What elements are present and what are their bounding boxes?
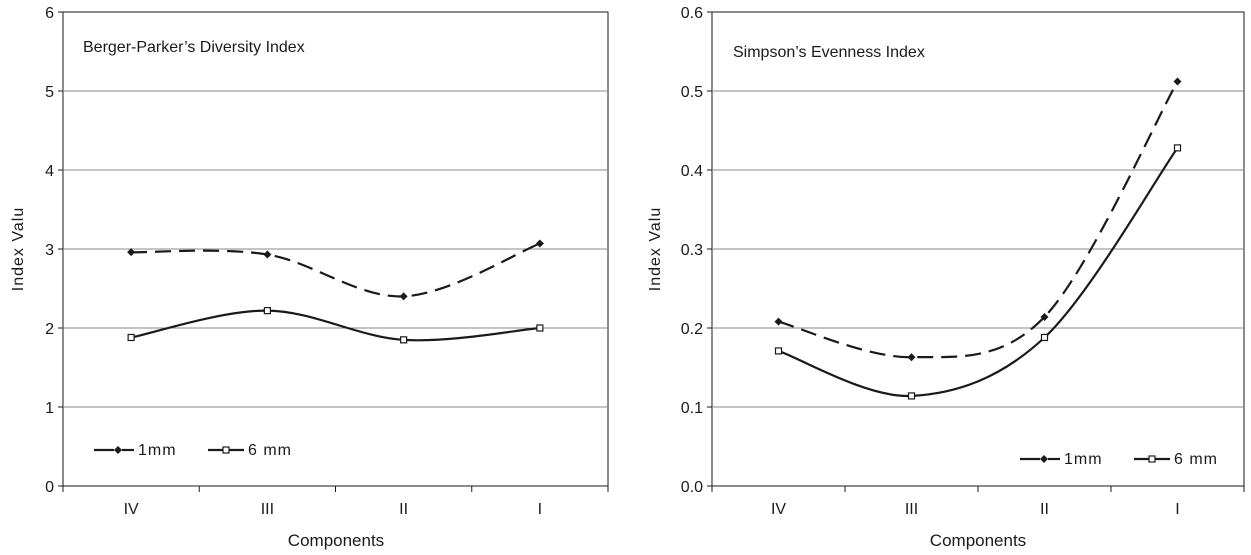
y-axis-label: Index Valu — [647, 207, 664, 291]
legend-diamond-marker — [114, 446, 122, 454]
x-axis-label: Components — [288, 531, 384, 550]
y-tick-labels: 0 1 2 3 4 5 6 — [45, 5, 54, 496]
x-tick-label: II — [1040, 501, 1049, 518]
legend-diamond-marker — [1040, 455, 1048, 463]
data-point-square — [536, 324, 544, 332]
gridlines — [707, 11, 1244, 487]
y-tick-label: 0 — [45, 479, 54, 496]
chart-title: Berger-Parker’s Diversity Index — [83, 39, 305, 56]
series-line-6mm — [130, 309, 540, 342]
data-point-diamond — [1040, 312, 1049, 321]
data-point-square — [263, 307, 271, 315]
series-line-1mm — [778, 80, 1179, 359]
legend-item-1mm: 1mm — [94, 442, 177, 459]
legend: 1mm 6 mm — [94, 442, 292, 459]
x-tick-labels: IV III II I — [771, 501, 1180, 518]
x-tick-label: III — [905, 501, 918, 518]
legend-square-marker — [222, 446, 230, 454]
y-tick-label: 4 — [45, 163, 54, 180]
y-tick-label: 3 — [45, 242, 54, 259]
legend-item-6mm: 6 mm — [1134, 451, 1218, 468]
y-tick-label: 0.0 — [681, 479, 703, 496]
data-point-diamond — [1173, 77, 1182, 86]
chart-title: Simpson’s Evenness Index — [733, 44, 925, 61]
y-tick-label: 0.4 — [681, 163, 703, 180]
y-axis-label: Index Valu — [10, 207, 27, 291]
data-point-diamond — [127, 248, 136, 257]
legend: 1mm 6 mm — [1020, 451, 1218, 468]
x-tick-label: III — [261, 501, 274, 518]
y-tick-label: 0.2 — [681, 321, 703, 338]
y-tick-labels: 0.0 0.1 0.2 0.3 0.4 0.5 0.6 — [681, 5, 703, 496]
y-tick-label: 5 — [45, 84, 54, 101]
legend-label-1mm: 1mm — [1064, 451, 1103, 468]
data-point-square — [1040, 333, 1049, 342]
data-point-diamond — [907, 353, 916, 362]
y-tick-label: 1 — [45, 400, 54, 417]
data-point-diamond — [263, 250, 272, 259]
y-tick-label: 6 — [45, 5, 54, 22]
x-tick-label: I — [1175, 501, 1179, 518]
data-point-diamond — [774, 317, 783, 326]
x-tick-label: IV — [124, 501, 139, 518]
data-point-square — [774, 347, 783, 355]
series-line-1mm — [131, 242, 541, 298]
data-point-square — [907, 392, 916, 400]
legend-square-marker — [1148, 455, 1156, 463]
x-tick-label: IV — [771, 501, 786, 518]
legend-label-6mm: 6 mm — [248, 442, 292, 459]
x-tick-marks — [711, 486, 1245, 492]
x-tick-label: I — [538, 501, 542, 518]
series-lines — [127, 239, 544, 344]
legend-label-6mm: 6 mm — [1174, 451, 1218, 468]
legend-label-1mm: 1mm — [138, 442, 177, 459]
data-point-diamond — [399, 292, 408, 301]
gridlines — [58, 11, 608, 487]
x-axis-label: Components — [930, 531, 1026, 550]
data-point-square — [400, 336, 408, 344]
x-tick-labels: IV III II I — [124, 501, 543, 518]
y-tick-label: 0.1 — [681, 400, 703, 417]
chart-simpson-evenness: 0.00.10.20.30.40.50.6 IV III II I Simpson’s… — [647, 5, 1245, 550]
y-tick-label: 0.5 — [681, 84, 703, 101]
data-point-square — [1173, 144, 1182, 152]
y-tick-label: 2 — [45, 321, 54, 338]
data-point-diamond — [535, 239, 544, 248]
x-tick-marks — [62, 486, 609, 492]
x-tick-label: II — [399, 501, 408, 518]
y-tick-label: 0.3 — [681, 242, 703, 259]
legend-item-6mm: 6 mm — [208, 442, 292, 459]
series-lines — [774, 77, 1182, 400]
series-line-6mm — [778, 147, 1179, 398]
y-tick-label: 0.6 — [681, 5, 703, 22]
legend-item-1mm: 1mm — [1020, 451, 1103, 468]
data-point-square — [127, 333, 135, 342]
